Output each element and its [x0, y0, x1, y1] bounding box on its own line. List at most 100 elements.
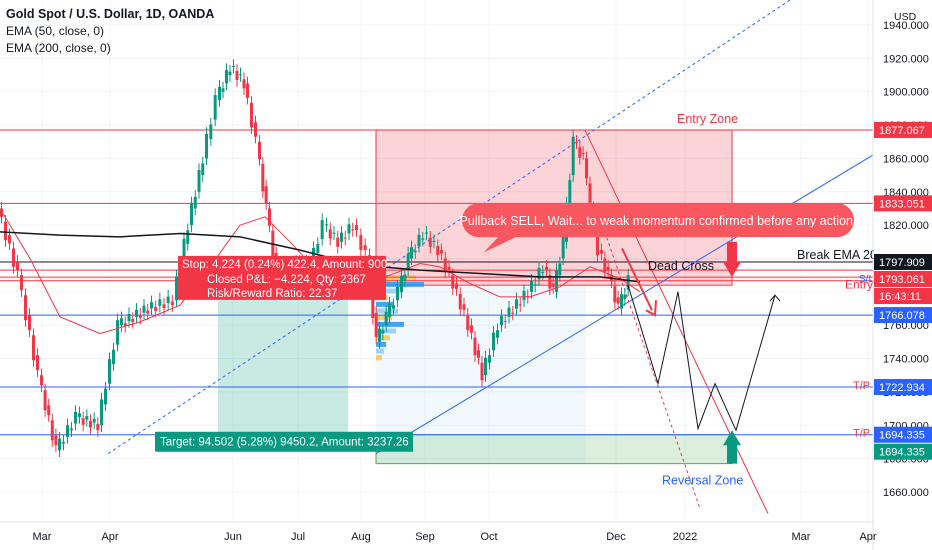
candle: [626, 275, 630, 290]
price-label-text: 1877.067: [879, 125, 925, 137]
candle: [138, 314, 142, 318]
candle: [336, 237, 340, 247]
candle: [16, 261, 19, 271]
volume-profile-bar: [376, 321, 404, 327]
candle: [568, 180, 572, 209]
price-label-tag: [874, 307, 932, 324]
candle: [81, 418, 85, 425]
candle: [500, 316, 503, 326]
candle: [254, 122, 257, 137]
candle: [440, 250, 443, 254]
candle: [332, 232, 336, 234]
tp2-label: T/P: [853, 428, 870, 440]
x-tick-label: 2022: [673, 531, 697, 543]
candle: [533, 284, 537, 286]
candle: [92, 418, 96, 423]
candle: [221, 88, 225, 92]
candle: [477, 350, 480, 358]
candle: [146, 310, 150, 314]
candle: [551, 283, 555, 287]
candle: [74, 411, 77, 424]
candle: [213, 95, 217, 120]
candle: [484, 357, 487, 376]
y-tick-label: 1900.000: [883, 87, 929, 99]
candle: [359, 235, 363, 251]
candle: [581, 152, 585, 154]
candle: [239, 74, 242, 76]
candle: [347, 224, 351, 234]
candle: [447, 266, 451, 271]
candle: [378, 328, 381, 342]
candle: [421, 238, 425, 240]
volume-profile-bar: [376, 348, 384, 354]
callout-text: Pullback SELL, Wait... to weak momentum …: [460, 214, 857, 228]
candle: [575, 141, 578, 143]
candle: [54, 435, 58, 446]
volume-profile-bar: [376, 315, 392, 321]
x-tick-label: Aug: [351, 531, 371, 543]
candle: [142, 305, 146, 313]
candle: [28, 315, 31, 331]
x-tick-label: Dec: [606, 531, 626, 543]
candle: [428, 237, 432, 247]
candle: [12, 248, 15, 267]
candle: [62, 441, 65, 444]
volume-profile-bar: [376, 308, 398, 314]
candle: [623, 294, 627, 300]
x-tick-label: Sep: [415, 531, 435, 543]
y-tick-label: 1860.000: [883, 153, 929, 165]
candle: [96, 423, 100, 431]
y-tick-label: 1820.000: [883, 220, 929, 232]
x-tick-label: Jun: [224, 531, 242, 543]
callout-bubble: [462, 203, 854, 238]
price-label-text: 1694.335: [879, 430, 925, 442]
symbol-title: Gold Spot / U.S. Dollar, 1D, OANDA: [6, 7, 215, 21]
candle: [197, 170, 201, 192]
price-label-tag: [874, 195, 932, 212]
sell-arrow-icon: [723, 241, 741, 277]
candle: [89, 421, 92, 428]
candle: [235, 70, 239, 81]
candle: [205, 133, 208, 159]
candle: [606, 266, 610, 271]
candle: [36, 355, 39, 371]
candle: [443, 258, 447, 272]
y-tick-label: 1660.000: [883, 487, 929, 499]
y-tick-label: 1940.000: [883, 20, 929, 32]
candle: [400, 275, 403, 292]
tp1-label: T/P: [853, 380, 870, 392]
y-tick-label: 1760.000: [883, 320, 929, 332]
projection-path: [627, 285, 776, 432]
candle: [403, 274, 407, 281]
candle: [371, 284, 375, 318]
candle: [558, 263, 562, 276]
candle: [507, 307, 511, 317]
candle: [388, 303, 391, 317]
candle: [209, 124, 213, 139]
sl-label: S/L: [859, 274, 874, 285]
price-label-tag: [874, 443, 932, 460]
candle: [264, 186, 268, 204]
candle: [320, 220, 324, 240]
x-tick-label: Jul: [291, 531, 305, 543]
candle: [530, 280, 533, 292]
buy-arrow-icon: [723, 430, 741, 464]
callout-tail: [484, 235, 520, 253]
candle: [585, 158, 588, 179]
candle: [43, 390, 47, 411]
candle: [522, 291, 526, 301]
candle: [603, 258, 607, 272]
entry-zone-label: Entry Zone: [677, 112, 738, 126]
x-tick-label: Apr: [101, 531, 118, 543]
candle: [150, 302, 153, 309]
candle: [325, 224, 328, 226]
down-arrow-head: [645, 300, 657, 317]
candle: [616, 297, 620, 304]
price-label-text: 1797.909: [879, 257, 925, 269]
risk-reward-label: Risk/Reward Ratio: 22.37: [207, 288, 337, 300]
candle: [588, 183, 592, 214]
candle: [541, 271, 545, 274]
price-label-tag: [874, 379, 932, 396]
target-label-box: [155, 431, 413, 452]
